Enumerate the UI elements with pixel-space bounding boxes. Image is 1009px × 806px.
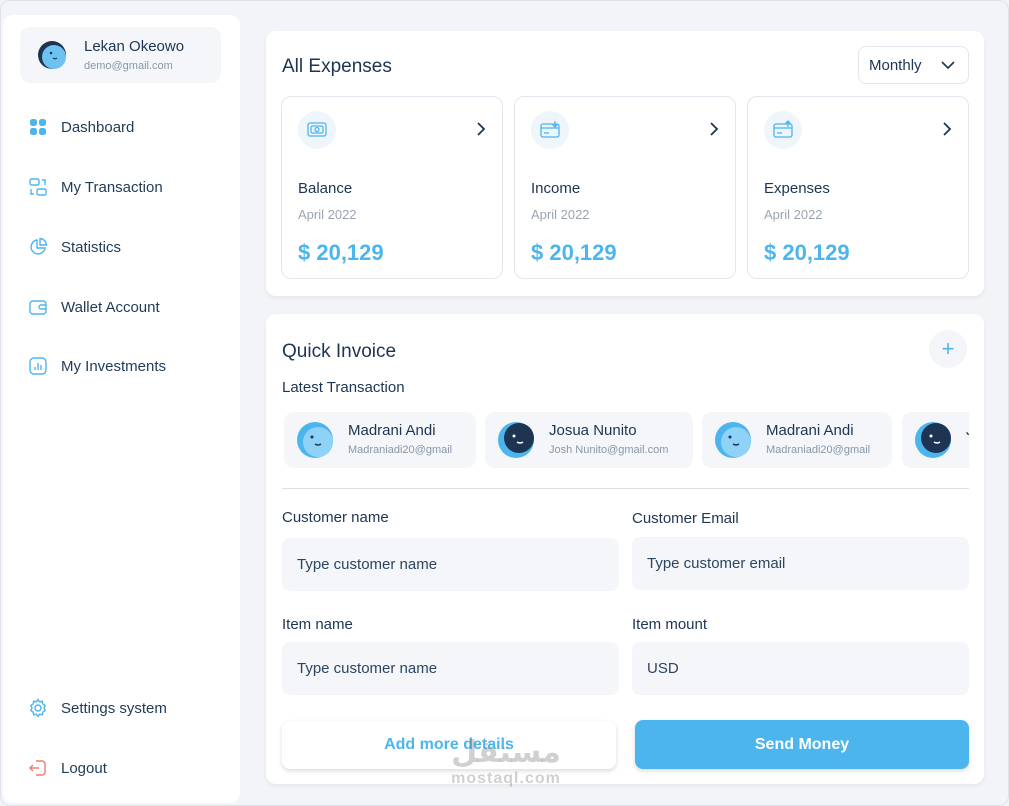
income-card[interactable]: Income April 2022 $ 20,129 [514, 96, 736, 279]
chevron-right-icon [477, 122, 486, 136]
customer-name-input[interactable] [282, 538, 619, 591]
customer-name-label: Customer name [282, 509, 389, 526]
transaction-email: Madraniadi20@gmail [348, 444, 453, 456]
item-name-input[interactable] [282, 642, 619, 695]
expenses-card[interactable]: Expenses April 2022 $ 20,129 [747, 96, 969, 279]
transaction-contact-card[interactable]: Josua Nunito Josh Nunito@gmail.com [485, 412, 693, 468]
user-profile-card[interactable]: Lekan Okeowo demo@gmail.com [20, 27, 221, 83]
sidebar-item-label: My Investments [61, 357, 167, 375]
balance-card[interactable]: Balance April 2022 $ 20,129 [281, 96, 503, 279]
logout-icon [27, 757, 49, 779]
pie-chart-icon [27, 236, 49, 258]
transaction-contact-card[interactable]: J [902, 412, 969, 468]
period-select[interactable]: Monthly [858, 46, 969, 84]
sidebar-item-label: Wallet Account [61, 298, 160, 316]
gear-icon [27, 697, 49, 719]
transaction-name: Madrani Andi [766, 422, 854, 439]
item-mount-label: Item mount [632, 616, 708, 633]
sidebar-item-label: Dashboard [61, 118, 135, 136]
avatar [715, 422, 751, 458]
transaction-contact-card[interactable]: Madrani Andi Madraniadi20@gmail [702, 412, 892, 468]
avatar [297, 422, 333, 458]
profile-name: Lekan Okeowo [84, 38, 185, 55]
balance-icon [298, 111, 336, 149]
avatar [38, 41, 66, 69]
item-mount-input[interactable] [632, 642, 969, 695]
latest-transactions-list[interactable]: Madrani Andi Madraniadi20@gmail Josua Nu… [282, 412, 969, 470]
sidebar-item-statistics[interactable]: Statistics [27, 234, 227, 260]
send-money-button[interactable]: Send Money [635, 720, 969, 769]
plus-icon: + [941, 336, 955, 361]
chevron-right-icon [710, 122, 719, 136]
sidebar-item-label: Logout [61, 759, 107, 777]
card-date: April 2022 [764, 207, 823, 222]
card-value: $ 20,129 [764, 240, 850, 265]
card-value: $ 20,129 [298, 240, 384, 265]
quick-invoice-panel: Quick Invoice + Latest Transaction Madra… [266, 314, 984, 784]
sidebar-item-label: Settings system [61, 699, 167, 717]
period-select-value: Monthly [869, 56, 922, 74]
sidebar-item-logout[interactable]: Logout [27, 755, 227, 781]
transaction-name: Madrani Andi [348, 422, 436, 439]
expenses-icon [764, 111, 802, 149]
wallet-icon [27, 296, 49, 318]
sidebar-item-my-investments[interactable]: My Investments [27, 353, 227, 379]
latest-transaction-label: Latest Transaction [282, 379, 405, 396]
transaction-name: Josua Nunito [549, 422, 637, 439]
sidebar-item-settings-system[interactable]: Settings system [27, 695, 227, 721]
transaction-email: Josh Nunito@gmail.com [549, 444, 669, 456]
card-label: Balance [298, 180, 353, 197]
card-date: April 2022 [531, 207, 590, 222]
transaction-contact-card[interactable]: Madrani Andi Madraniadi20@gmail [284, 412, 476, 468]
card-label: Expenses [764, 180, 830, 197]
card-date: April 2022 [298, 207, 357, 222]
transaction-name: J [966, 422, 969, 439]
chevron-down-icon [941, 61, 955, 70]
card-value: $ 20,129 [531, 240, 617, 265]
dashboard-grid-icon [27, 116, 49, 138]
sidebar: Lekan Okeowo demo@gmail.com Dashboard [3, 15, 240, 803]
avatar [915, 422, 951, 458]
page-title: All Expenses [282, 56, 392, 77]
profile-email: demo@gmail.com [84, 60, 173, 72]
avatar [498, 422, 534, 458]
transaction-email: Madraniadi20@gmail [766, 444, 871, 456]
sidebar-item-dashboard[interactable]: Dashboard [27, 114, 227, 140]
sidebar-item-wallet-account[interactable]: Wallet Account [27, 294, 227, 320]
investment-icon [27, 355, 49, 377]
customer-email-label: Customer Email [632, 510, 739, 527]
customer-email-input[interactable] [632, 537, 969, 590]
sidebar-item-label: Statistics [61, 238, 122, 256]
card-label: Income [531, 180, 581, 197]
chevron-right-icon [943, 122, 952, 136]
add-more-details-button[interactable]: Add more details [282, 721, 616, 769]
sidebar-item-label: My Transaction [61, 178, 163, 196]
divider [282, 488, 969, 489]
sidebar-item-my-transaction[interactable]: My Transaction [27, 174, 227, 200]
income-icon [531, 111, 569, 149]
all-expenses-panel: All Expenses Monthly Balance April 2022 … [266, 31, 984, 296]
item-name-label: Item name [282, 616, 353, 633]
transaction-icon [27, 176, 49, 198]
add-invoice-button[interactable]: + [929, 330, 967, 368]
quick-invoice-title: Quick Invoice [282, 341, 397, 362]
